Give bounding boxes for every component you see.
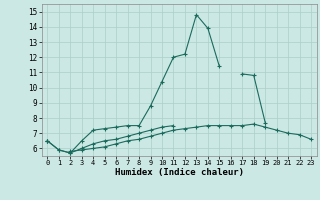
X-axis label: Humidex (Indice chaleur): Humidex (Indice chaleur)	[115, 168, 244, 177]
